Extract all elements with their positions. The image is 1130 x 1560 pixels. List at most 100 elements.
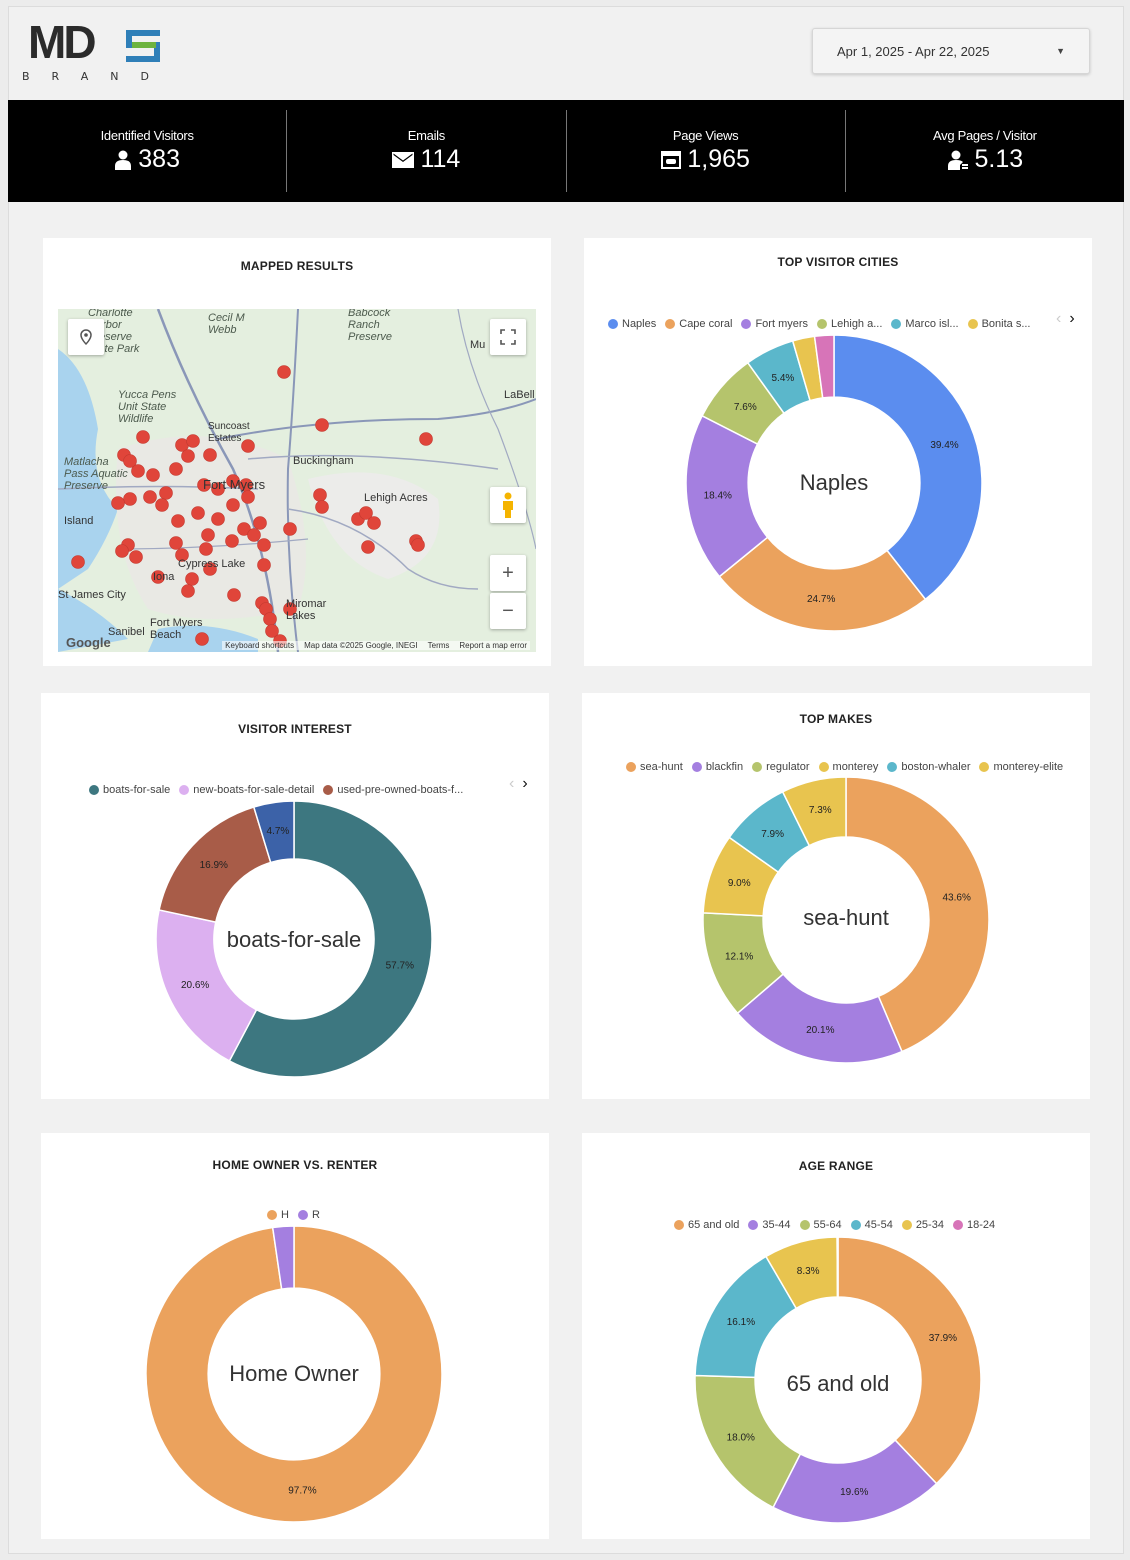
legend-item[interactable]: regulator [752, 761, 810, 773]
map-marker[interactable] [203, 448, 217, 462]
legend-item[interactable]: Bonita s... [967, 318, 1031, 330]
legend-item[interactable]: used-pre-owned-boats-f... [323, 784, 463, 796]
map-marker[interactable] [111, 496, 125, 510]
map-marker[interactable] [411, 538, 425, 552]
donut-chart[interactable]: 37.9% 19.6% 18.0% 16.1% 8.3% [693, 1235, 983, 1525]
map-marker[interactable] [226, 498, 240, 512]
donut-slice[interactable] [228, 800, 433, 1078]
donut-chart[interactable]: 43.6% 20.1% 12.1% 9.0% 7.9% 7.3% [701, 775, 991, 1065]
map-marker[interactable] [186, 434, 200, 448]
map-marker[interactable] [201, 528, 215, 542]
map-marker[interactable] [237, 522, 251, 536]
map-marker[interactable] [283, 522, 297, 536]
legend-item[interactable]: monterey-elite [979, 761, 1063, 773]
map-marker[interactable] [146, 468, 160, 482]
map-marker[interactable] [257, 538, 271, 552]
report-map-error-link[interactable]: Report a map error [459, 641, 527, 650]
donut-slice[interactable] [145, 1225, 443, 1523]
zoom-in-button[interactable]: + [490, 555, 526, 591]
legend-next-icon[interactable]: › [522, 775, 528, 792]
map-marker[interactable] [115, 544, 129, 558]
legend-item[interactable]: new-boats-for-sale-detail [179, 784, 314, 796]
map-marker[interactable] [123, 454, 137, 468]
map-marker[interactable] [199, 542, 213, 556]
map-marker[interactable] [123, 492, 137, 506]
legend-item[interactable]: 65 and old [674, 1219, 739, 1231]
map-marker[interactable] [315, 500, 329, 514]
map-marker[interactable] [283, 602, 297, 616]
map-marker[interactable] [169, 462, 183, 476]
legend-prev-icon[interactable]: ‹ [509, 775, 515, 792]
map-marker[interactable] [195, 632, 209, 646]
map-marker[interactable] [151, 570, 165, 584]
legend-item[interactable]: 18-24 [952, 1219, 995, 1231]
map-marker[interactable] [265, 624, 279, 638]
map-marker[interactable] [313, 488, 327, 502]
map-marker[interactable] [197, 478, 211, 492]
donut-slice[interactable] [718, 536, 927, 632]
map-marker[interactable] [203, 562, 217, 576]
map-marker[interactable] [211, 482, 225, 496]
map-marker[interactable] [155, 498, 169, 512]
legend-item[interactable]: Fort myers [741, 318, 808, 330]
donut-slice[interactable] [836, 1236, 839, 1298]
map-marker[interactable] [225, 534, 239, 548]
map-marker[interactable] [185, 572, 199, 586]
legend-item[interactable]: Marco isl... [891, 318, 959, 330]
donut-chart[interactable]: 39.4% 24.7% 18.4% 7.6% 5.4% [684, 333, 984, 633]
legend-item[interactable]: blackfin [691, 761, 743, 773]
legend-item[interactable]: 55-64 [799, 1219, 842, 1231]
map-marker[interactable] [247, 528, 261, 542]
map-marker[interactable] [131, 464, 145, 478]
map-marker[interactable] [277, 365, 291, 379]
legend-item[interactable]: sea-hunt [626, 761, 683, 773]
legend-item[interactable]: Naples [608, 318, 656, 330]
map-marker[interactable] [181, 584, 195, 598]
legend-item[interactable]: 35-44 [748, 1219, 791, 1231]
map-marker[interactable] [257, 558, 271, 572]
map-marker[interactable] [175, 548, 189, 562]
map-marker[interactable] [129, 550, 143, 564]
my-location-button[interactable] [68, 319, 104, 355]
map-marker[interactable] [361, 540, 375, 554]
map-marker[interactable] [191, 506, 205, 520]
donut-slice[interactable] [155, 909, 258, 1062]
map-marker[interactable] [263, 612, 277, 626]
legend-item[interactable]: Lehigh a... [817, 318, 882, 330]
date-range-picker[interactable]: Apr 1, 2025 - Apr 22, 2025 ▼ [812, 28, 1090, 74]
map-marker[interactable] [143, 490, 157, 504]
legend-item[interactable]: boston-whaler [887, 761, 970, 773]
terms-link[interactable]: Terms [427, 641, 450, 650]
donut-chart[interactable]: 57.7% 20.6% 16.9% 4.7% [154, 799, 434, 1079]
map-marker[interactable] [367, 516, 381, 530]
keyboard-shortcuts-link[interactable]: Keyboard shortcuts [225, 641, 295, 650]
donut-slice[interactable] [271, 1225, 295, 1290]
map-marker[interactable] [241, 490, 255, 504]
donut-slice[interactable] [781, 776, 847, 847]
donut-slice[interactable] [833, 334, 983, 601]
legend-item[interactable]: 25-34 [901, 1219, 944, 1231]
donut-slice[interactable] [845, 776, 990, 1053]
fullscreen-button[interactable] [490, 319, 526, 355]
map-marker[interactable] [169, 536, 183, 550]
map-marker[interactable] [226, 474, 240, 488]
legend-next-icon[interactable]: › [1069, 310, 1075, 327]
map-marker[interactable] [359, 506, 373, 520]
legend-item[interactable]: monterey [818, 761, 878, 773]
donut-chart[interactable]: 97.7% [144, 1224, 444, 1524]
legend-item[interactable]: R [297, 1209, 320, 1221]
legend-item[interactable]: Cape coral [665, 318, 732, 330]
map-marker[interactable] [241, 439, 255, 453]
map-marker[interactable] [171, 514, 185, 528]
map-marker[interactable] [227, 588, 241, 602]
map-view[interactable]: Charlotte Harbor Preserve State Park Cec… [58, 309, 536, 652]
map-marker[interactable] [181, 449, 195, 463]
map-marker[interactable] [419, 432, 433, 446]
donut-slice[interactable] [736, 973, 903, 1064]
donut-slice[interactable] [252, 800, 295, 864]
legend-item[interactable]: 45-54 [850, 1219, 893, 1231]
map-marker[interactable] [71, 555, 85, 569]
donut-slice[interactable] [813, 334, 835, 399]
legend-prev-icon[interactable]: ‹ [1056, 310, 1062, 327]
donut-slice[interactable] [837, 1236, 982, 1485]
